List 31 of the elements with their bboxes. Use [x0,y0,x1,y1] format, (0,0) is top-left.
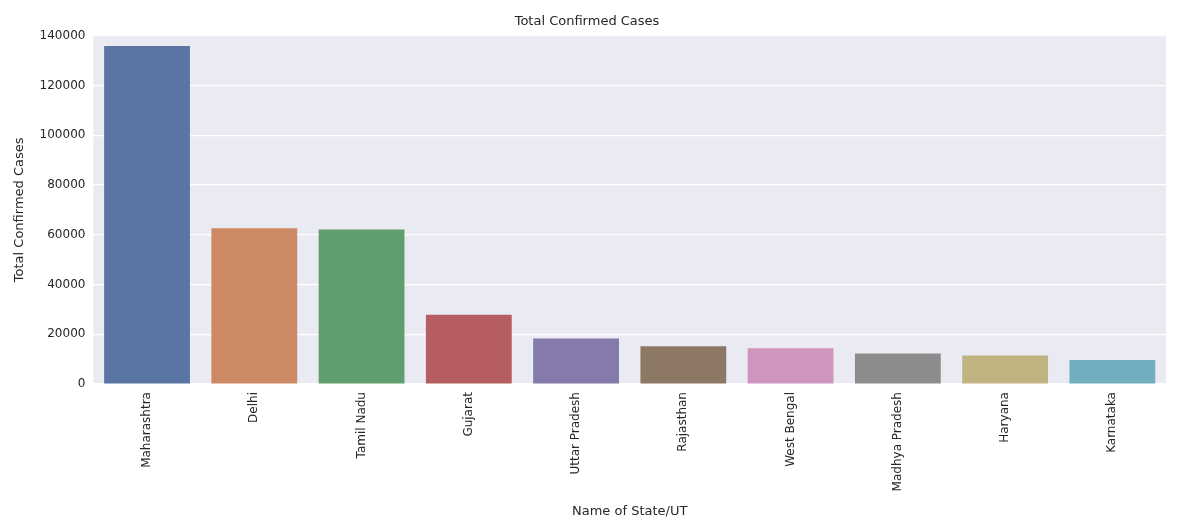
y-tick-label: 100000 [39,127,86,142]
y-axis-title: Total Confirmed Cases [11,137,27,284]
x-tick-label: Haryana [997,392,1012,443]
bar [211,228,298,384]
bar [640,346,727,384]
x-tick-label: Gujarat [460,391,475,437]
x-tick-label: Uttar Pradesh [568,392,583,475]
y-tick-label: 40000 [47,276,86,291]
x-tick-label: West Bengal [782,392,797,467]
bar [747,348,834,384]
y-tick-label: 20000 [47,326,86,341]
x-tick-label: Madhya Pradesh [889,392,904,492]
y-tick-label: 60000 [47,226,86,241]
y-tick-label: 140000 [39,27,86,42]
x-tick-label: Karnataka [1104,392,1119,453]
bar [854,353,941,384]
x-tick-label: Maharashtra [139,392,154,468]
chart-title: Total Confirmed Cases [513,13,660,29]
x-tick-label: Tamil Nadu [353,392,368,460]
bar [962,355,1049,384]
x-tick-label: Delhi [246,392,261,423]
y-tick-label: 0 [77,376,86,391]
bar [533,338,619,384]
x-tick-label: Rajasthan [675,392,690,452]
x-axis-title: Name of State/UT [572,502,688,518]
y-tick-label: 120000 [39,77,86,92]
bar [1069,359,1156,384]
bar [425,314,512,384]
bar [318,229,405,384]
bar [104,46,190,384]
y-tick-label: 80000 [47,177,86,192]
